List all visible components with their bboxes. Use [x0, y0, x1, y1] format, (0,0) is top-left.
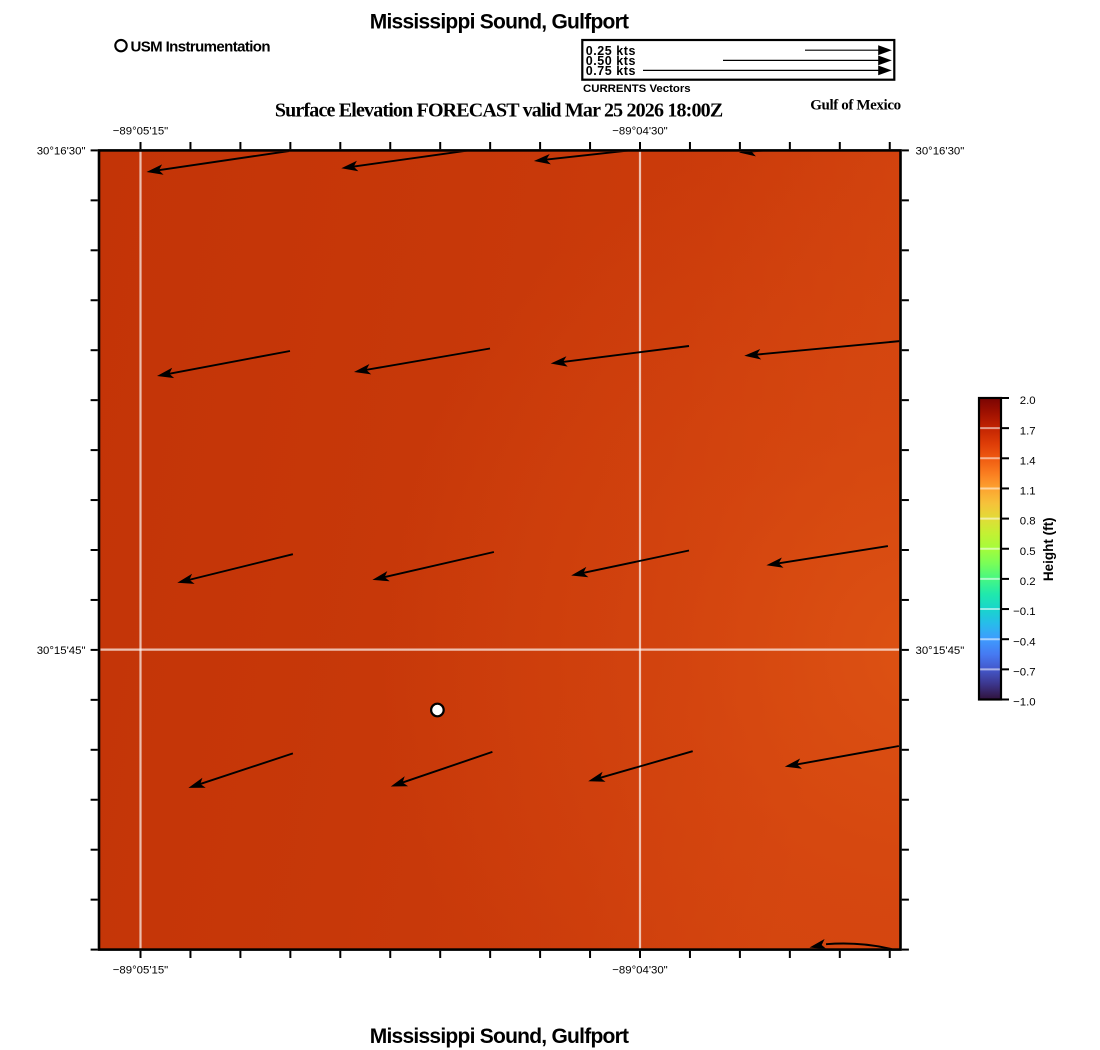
svg-text:−89°05'15": −89°05'15" [113, 965, 168, 977]
svg-text:USM Instrumentation: USM Instrumentation [131, 39, 271, 56]
svg-text:Surface Elevation FORECAST val: Surface Elevation FORECAST valid Mar 25 … [275, 99, 723, 121]
svg-text:30°16'30": 30°16'30" [37, 146, 86, 158]
svg-text:0.50 kts: 0.50 kts [586, 54, 636, 68]
svg-text:−89°05'15": −89°05'15" [113, 126, 168, 138]
svg-text:Height (ft): Height (ft) [1041, 517, 1056, 581]
svg-text:30°15'45": 30°15'45" [916, 645, 965, 657]
svg-text:1.7: 1.7 [1020, 425, 1036, 437]
svg-text:1.4: 1.4 [1020, 455, 1036, 467]
svg-text:2.0: 2.0 [1020, 395, 1036, 407]
svg-text:Mississippi Sound, Gulfport: Mississippi Sound, Gulfport [370, 11, 629, 34]
svg-text:−0.7: −0.7 [1013, 666, 1036, 678]
svg-text:30°15'45": 30°15'45" [37, 645, 86, 657]
svg-text:0.5: 0.5 [1020, 546, 1036, 558]
svg-text:Gulf of Mexico: Gulf of Mexico [810, 98, 901, 114]
svg-text:0.25 kts: 0.25 kts [586, 44, 636, 58]
svg-text:30°16'30": 30°16'30" [916, 146, 965, 158]
svg-text:0.8: 0.8 [1020, 516, 1036, 528]
svg-text:0.2: 0.2 [1020, 576, 1036, 588]
svg-text:−0.1: −0.1 [1013, 606, 1036, 618]
svg-text:1.1: 1.1 [1020, 486, 1036, 498]
svg-text:−0.4: −0.4 [1013, 636, 1036, 648]
svg-text:CURRENTS Vectors: CURRENTS Vectors [583, 83, 691, 95]
svg-text:−89°04'30": −89°04'30" [612, 126, 667, 138]
svg-text:0.75 kts: 0.75 kts [586, 64, 636, 78]
svg-text:−1.0: −1.0 [1013, 697, 1036, 709]
svg-text:Mississippi Sound, Gulfport: Mississippi Sound, Gulfport [370, 1025, 629, 1048]
svg-text:−89°04'30": −89°04'30" [612, 965, 667, 977]
